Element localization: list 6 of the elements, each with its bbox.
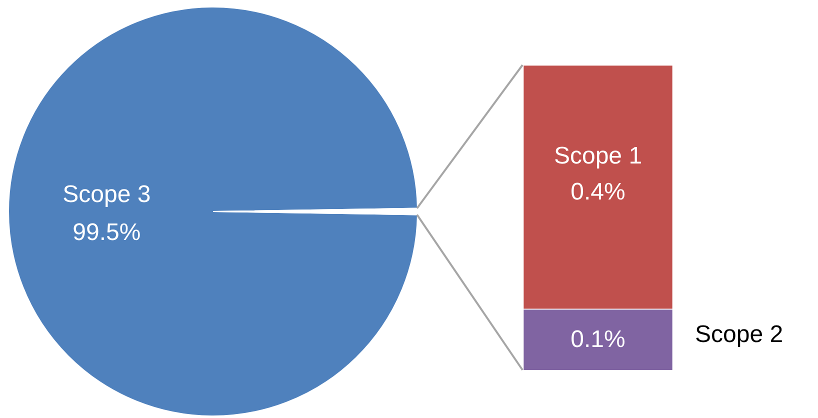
data-label: 0.1% [570,326,626,354]
series-label: Scope 2 [695,321,784,348]
slice-label: Scope 3 [62,181,151,208]
data-label: 99.5% [72,219,141,246]
series-label: Scope 1 [554,142,642,170]
data-label: 0.4% [570,178,626,206]
